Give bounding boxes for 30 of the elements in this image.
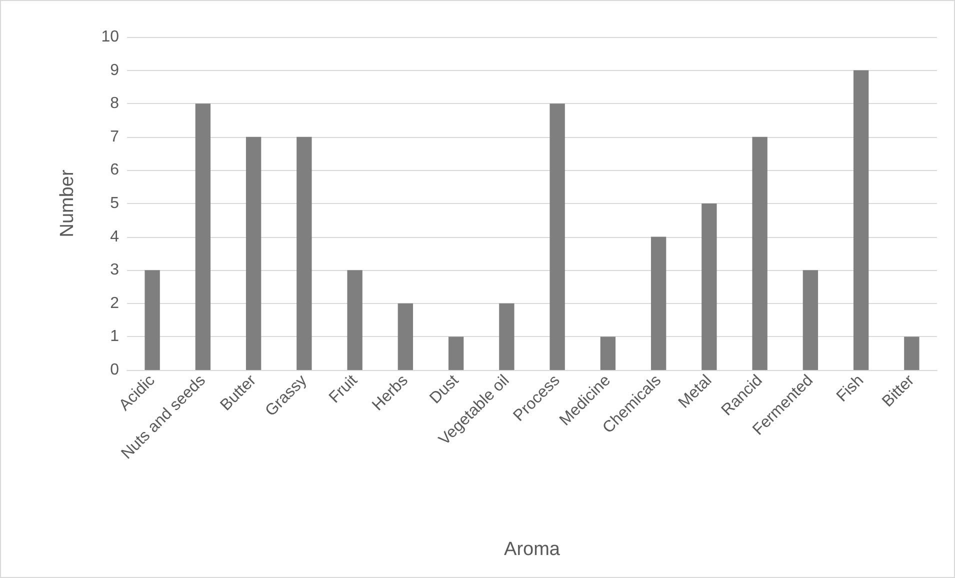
y-tick-label: 2: [110, 294, 120, 312]
y-tick-label: 0: [110, 362, 120, 378]
y-tick-label: 8: [110, 95, 120, 112]
bar: [347, 270, 362, 370]
x-tick-label: Fish: [834, 372, 868, 406]
y-axis-title: Number: [57, 169, 78, 238]
bar: [853, 70, 869, 370]
y-tick-label: 4: [110, 228, 120, 246]
y-tick-label: 6: [110, 162, 120, 179]
bar: [702, 204, 717, 370]
y-tick-label: 10: [101, 28, 120, 46]
x-axis-title: Aroma: [504, 539, 560, 560]
bar: [246, 136, 262, 370]
bar: [600, 336, 616, 370]
bar: [448, 336, 464, 370]
y-tick-label: 5: [110, 195, 120, 212]
y-tick-label: 1: [110, 328, 120, 346]
bar: [296, 136, 312, 370]
y-tick-label: 3: [110, 262, 120, 279]
bar: [904, 336, 920, 370]
y-tick-label: 7: [110, 128, 120, 146]
bar: [195, 104, 211, 370]
bar: [650, 236, 666, 370]
bar: [550, 104, 565, 370]
bar: [752, 136, 768, 370]
bar: [499, 303, 514, 370]
y-tick-label: 9: [110, 62, 120, 79]
bar: [802, 270, 818, 370]
bar: [144, 270, 160, 370]
bar: [398, 303, 414, 370]
